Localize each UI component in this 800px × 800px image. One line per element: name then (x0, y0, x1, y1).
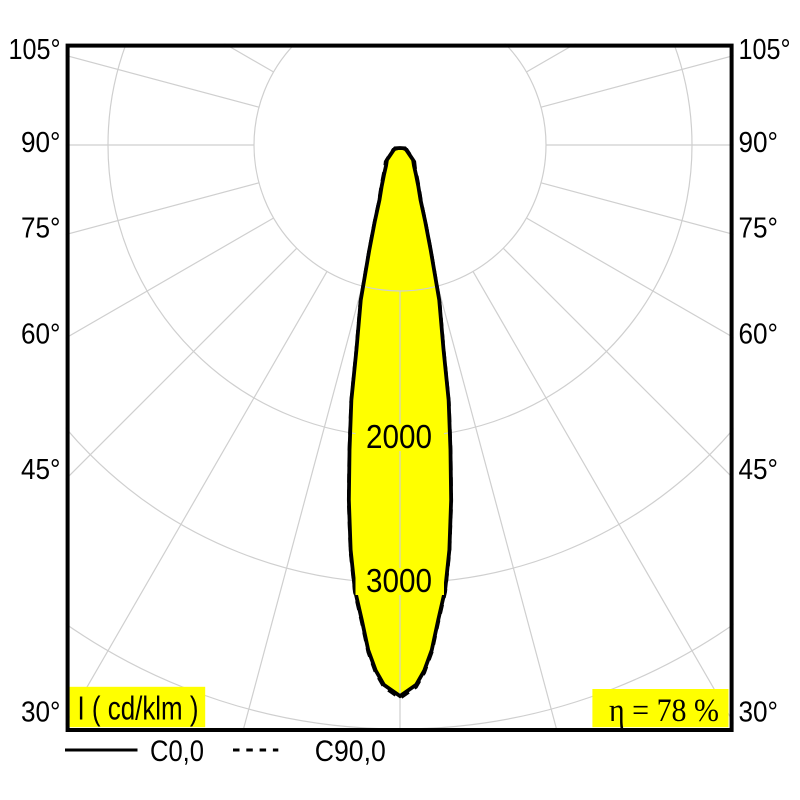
svg-text:105°: 105° (739, 34, 791, 66)
svg-text:45°: 45° (739, 454, 779, 486)
svg-text:45°: 45° (21, 454, 61, 486)
svg-text:105°: 105° (9, 34, 61, 66)
svg-text:30°: 30° (21, 696, 61, 728)
svg-text:60°: 60° (739, 318, 779, 350)
svg-text:C0,0: C0,0 (150, 735, 204, 768)
svg-text:I ( cd/klm ): I ( cd/klm ) (78, 690, 199, 727)
svg-text:90°: 90° (739, 127, 779, 159)
svg-text:2000: 2000 (366, 418, 432, 455)
svg-text:η = 78 %: η = 78 % (609, 693, 719, 729)
svg-text:75°: 75° (21, 212, 61, 244)
svg-text:3000: 3000 (366, 562, 432, 599)
svg-text:60°: 60° (21, 318, 61, 350)
svg-text:30°: 30° (739, 696, 779, 728)
svg-text:75°: 75° (739, 212, 779, 244)
svg-text:90°: 90° (21, 127, 61, 159)
svg-text:C90,0: C90,0 (315, 735, 386, 768)
